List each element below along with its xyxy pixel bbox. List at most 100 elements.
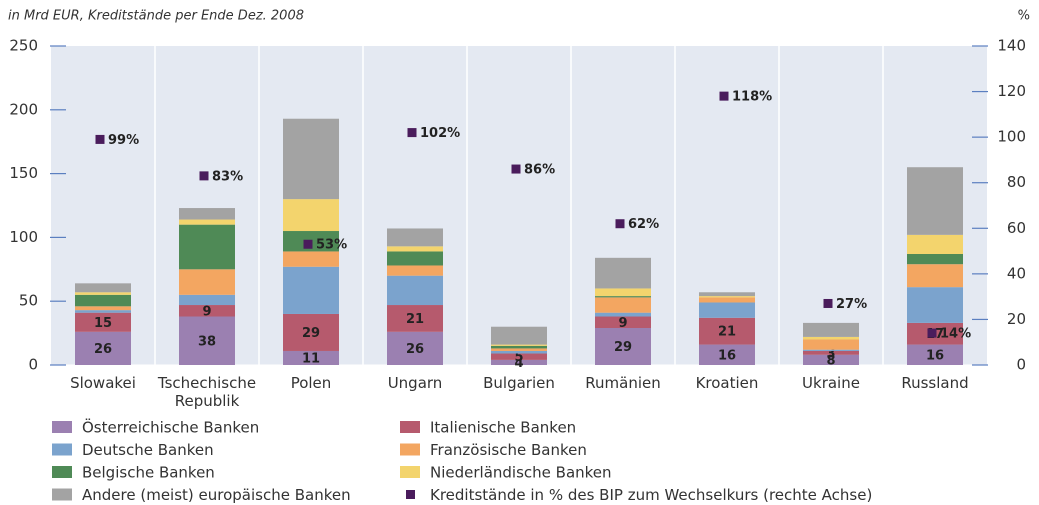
bar-segment [803,336,859,340]
bar-segment [387,275,443,306]
bar-segment [699,296,755,298]
legend-swatch [52,488,72,501]
bar-segment [283,118,339,200]
bar-segment [595,297,651,313]
y2-tick-label: 0 [1016,356,1026,374]
bar-segment [907,253,963,265]
bar-segment [387,246,443,252]
bar-segment [595,312,651,317]
legend-label: Niederländische Banken [430,464,612,482]
data-label: 27% [836,297,867,312]
y-axis-label: in Mrd EUR, Kreditstände per Ende Dez. 2… [8,9,304,24]
data-label: 15 [94,316,112,331]
y2-tick-label: 100 [997,128,1026,146]
scatter-point [199,171,209,181]
legend-label: Deutsche Banken [82,441,214,459]
legend-swatch [52,421,72,433]
data-label: 4 [514,356,523,371]
legend-swatch [52,443,72,456]
bar-segment [907,167,963,235]
y-tick-label: 150 [9,164,38,182]
bar-segment [283,266,339,314]
legend-swatch [400,421,420,433]
bar-segment [491,344,547,346]
bar-segment [491,345,547,349]
y2-axis-label: % [1018,9,1030,24]
data-label: 3 [826,346,835,361]
bar-segment [595,296,651,298]
bar-segment [699,292,755,297]
bar-segment [803,349,859,351]
legend-label: Belgische Banken [82,464,215,482]
y2-tick-label: 40 [1007,264,1026,282]
bar-segment [595,316,651,328]
bar-segment [699,302,755,318]
bar-segment [491,353,547,360]
data-label: 29 [614,340,632,355]
bar-segment [907,234,963,254]
x-tick-label: Rumänien [585,374,661,392]
bar-segment [595,257,651,289]
x-tick-label: Ungarn [387,374,443,392]
data-label: 26 [406,342,424,357]
bar-segment [907,344,963,365]
data-label: 99% [108,133,139,148]
data-label: 118% [732,90,772,105]
bar-segment [803,350,859,355]
bar-segment [803,339,859,350]
legend-label: Andere (meist) europäische Banken [82,486,351,504]
y2-tick-label: 60 [1007,219,1026,237]
bar-segment [75,292,131,295]
y2-tick-label: 80 [1007,173,1026,191]
scatter-point [407,128,417,138]
bar-segment [699,297,755,303]
data-label: 26 [94,342,112,357]
bar-segment [179,294,235,306]
legend-label: Kreditstände in % des BIP zum Wechselkur… [430,486,872,504]
data-label: 9 [618,316,627,331]
x-tick-label: Tschechische Republik [157,374,257,410]
bar-segment [75,306,131,311]
scatter-point [615,219,625,229]
data-label: 14% [940,327,971,342]
x-tick-label: Ukraine [802,374,860,392]
bar-segment [491,326,547,345]
bar-segment [803,322,859,337]
legend-swatch [400,443,420,456]
x-tick-label: Polen [290,374,332,392]
bar-segment [75,294,131,307]
y2-tick-label: 20 [1007,310,1026,328]
x-tick-label: Slowakei [70,374,136,392]
bar-segment [283,199,339,232]
legend-swatch [400,466,420,478]
data-label: 16 [926,348,944,363]
bar-segment [75,283,131,293]
data-label: 53% [316,238,347,253]
data-label: 5 [514,350,523,365]
bar-segment [595,288,651,297]
y-tick-label: 100 [9,228,38,246]
y-tick-label: 50 [19,292,38,310]
bar-segment [179,224,235,270]
bar-segment [595,327,651,365]
bar-segment [75,310,131,313]
data-label: 29 [302,326,320,341]
bar-segment [75,312,131,332]
bar-segment [491,348,547,351]
bar-segment [283,313,339,351]
scatter-point [823,298,833,308]
bar-segment [699,344,755,365]
bar-segment [803,354,859,365]
scatter-point [719,91,729,101]
bar-segment [699,317,755,345]
scatter-point [927,328,937,338]
scatter-point [303,239,313,249]
y-tick-label: 250 [9,37,38,55]
bar-segment [283,251,339,267]
x-tick-label: Kroatien [695,374,759,392]
x-tick-label: Russland [901,374,969,392]
bar-segment [387,251,443,266]
data-label: 8 [826,353,835,368]
